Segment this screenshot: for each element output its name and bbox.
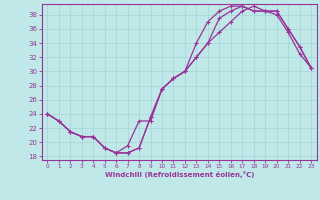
- X-axis label: Windchill (Refroidissement éolien,°C): Windchill (Refroidissement éolien,°C): [105, 171, 254, 178]
